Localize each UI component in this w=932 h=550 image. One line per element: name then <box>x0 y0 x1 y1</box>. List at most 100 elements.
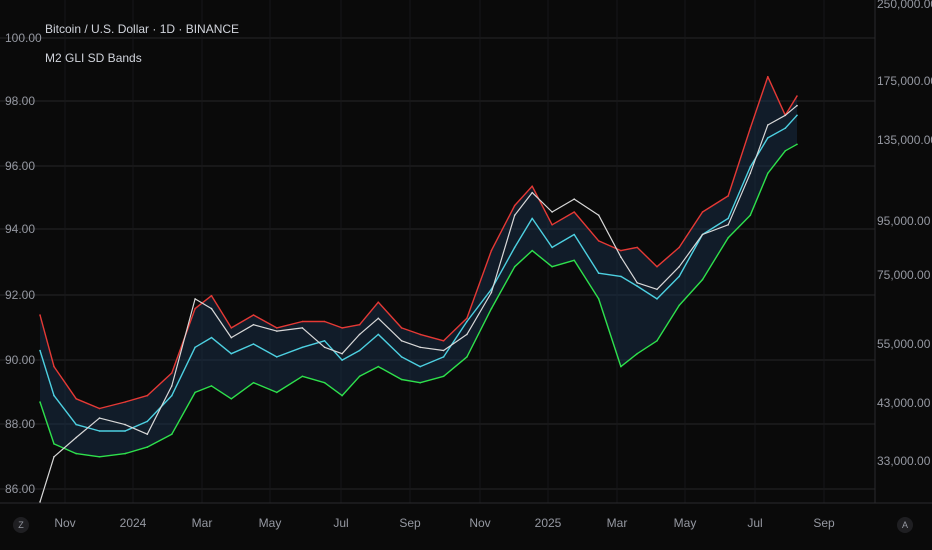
left-tick-label: 88.00 <box>5 417 35 431</box>
upper-band-point <box>442 340 445 342</box>
middle-band-point <box>531 217 533 220</box>
middle-band-point <box>323 340 326 342</box>
lower-band-point <box>323 381 326 384</box>
indicator-legend-label[interactable]: M2 GLI SD Bands <box>45 51 142 65</box>
middle-band-point <box>358 349 361 352</box>
upper-band-point <box>513 204 516 207</box>
upper-band-point <box>75 398 77 400</box>
price-point <box>210 307 213 310</box>
middle-band-point <box>620 275 622 278</box>
price-point <box>400 340 403 342</box>
upper-band-point <box>636 246 638 249</box>
left-scale-button[interactable]: Z <box>13 517 29 533</box>
middle-band-point <box>656 298 658 300</box>
left-tick-label: 96.00 <box>5 159 35 173</box>
upper-band-point <box>377 301 380 304</box>
lower-band-point <box>341 394 343 397</box>
price-point <box>597 214 600 216</box>
right-axis[interactable]: 250,000.00 175,000.00 135,000.00 95,000.00 7… <box>877 0 932 468</box>
middle-band-point <box>727 217 729 220</box>
price-point <box>749 172 752 175</box>
price-point <box>656 288 658 291</box>
middle-band-point <box>678 275 680 278</box>
upper-band-point <box>252 314 255 316</box>
auto-scale-button[interactable]: A <box>897 517 913 533</box>
price-point <box>531 191 533 194</box>
left-tick-label: 98.00 <box>5 94 35 108</box>
upper-band-point <box>656 265 658 268</box>
upper-band-point <box>53 365 55 368</box>
middle-band-point <box>194 346 196 349</box>
lower-band-point <box>767 172 769 175</box>
time-axis[interactable]: Nov 2024 Mar May Jul Sep Nov 2025 Mar May Jul Sep <box>54 516 835 530</box>
price-point <box>75 436 77 439</box>
price-point <box>490 291 493 294</box>
upper-band-point <box>323 320 326 323</box>
right-tick-label: 175,000.00 <box>877 74 932 88</box>
price-point <box>767 124 769 126</box>
middle-band-point <box>573 233 575 236</box>
lower-band-point <box>490 307 493 310</box>
lower-band-point <box>656 340 658 342</box>
lower-band-point <box>442 375 445 378</box>
time-tick-label: 2025 <box>535 516 562 530</box>
upper-band-point <box>701 211 704 213</box>
middle-band-point <box>276 356 278 358</box>
price-point <box>419 346 422 349</box>
upper-band-point <box>39 314 41 316</box>
symbol-legend-title[interactable]: Bitcoin / U.S. Dollar · 1D · BINANCE <box>45 22 240 36</box>
middle-band-point <box>341 359 343 361</box>
right-tick-label: 33,000.00 <box>877 454 931 468</box>
lower-band-point <box>171 433 173 436</box>
lower-band-point <box>597 298 600 300</box>
lower-band-point <box>749 214 752 216</box>
price-point <box>678 265 680 268</box>
middle-band-point <box>210 336 213 339</box>
time-tick-label: Mar <box>192 516 213 530</box>
middle-band-point <box>377 333 380 336</box>
middle-band-point <box>400 356 403 358</box>
lower-band-point <box>39 401 41 403</box>
lower-band-point <box>513 265 516 268</box>
right-tick-label: 95,000.00 <box>877 214 931 228</box>
upper-band-point <box>727 195 729 197</box>
price-point <box>466 333 468 336</box>
upper-band-point <box>194 307 196 310</box>
time-tick-label: Nov <box>469 516 490 530</box>
time-tick-label: Sep <box>399 516 421 530</box>
price-point <box>636 282 638 284</box>
upper-band-point <box>749 127 752 129</box>
middle-band-point <box>466 320 468 323</box>
upper-band-point <box>124 401 126 403</box>
price-point <box>53 456 55 458</box>
lower-band-point <box>551 265 553 268</box>
lower-band-point <box>573 259 575 262</box>
middle-band-point <box>796 114 798 117</box>
middle-band-point <box>749 166 752 168</box>
price-point <box>252 323 255 326</box>
lower-band-point <box>784 150 787 152</box>
price-point <box>377 317 380 320</box>
left-tick-label: 92.00 <box>5 288 35 302</box>
lower-band-point <box>620 365 622 368</box>
middle-band-point <box>784 127 787 129</box>
upper-band-point <box>466 317 468 320</box>
price-point <box>276 330 278 332</box>
middle-band-point <box>124 430 126 432</box>
upper-band-point <box>490 249 493 252</box>
upper-band-point <box>573 211 575 213</box>
time-tick-label: May <box>259 516 282 530</box>
left-axis: 100.00 98.00 96.00 94.00 92.00 90.00 88.00 86.0… <box>5 31 42 496</box>
upper-band-point <box>796 95 798 97</box>
lower-band-point <box>466 356 468 358</box>
upper-band-point <box>597 240 600 242</box>
series-layer <box>39 75 798 503</box>
price-point <box>146 433 149 436</box>
lower-band-point <box>701 278 704 281</box>
middle-band-point <box>551 246 553 249</box>
lower-band-point <box>531 249 533 252</box>
price-point <box>551 211 553 213</box>
upper-band-point <box>551 224 553 226</box>
price-point <box>513 214 516 216</box>
